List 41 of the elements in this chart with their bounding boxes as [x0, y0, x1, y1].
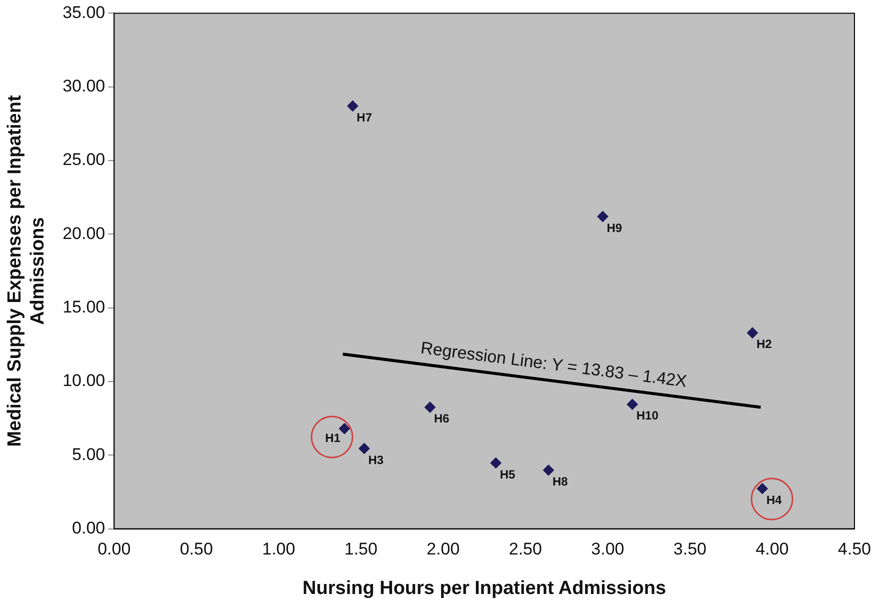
x-tick-label: 0.00: [98, 540, 131, 559]
x-tick-label: 3.00: [591, 540, 624, 559]
x-tick-label: 1.50: [344, 540, 378, 559]
x-tick-label: 4.50: [838, 540, 872, 559]
point: [358, 443, 370, 454]
annotation: H7: [356, 110, 372, 124]
x-tick-label: 4.00: [756, 540, 789, 559]
annotation: H6: [434, 412, 450, 426]
y-tick-label: 5.00: [72, 444, 106, 464]
annotation: H2: [756, 337, 772, 352]
point: [490, 457, 502, 468]
point: [424, 402, 436, 413]
y-tick-label: 15.00: [62, 298, 106, 317]
point: [746, 327, 758, 338]
point: [597, 210, 608, 222]
annotation: H3: [368, 452, 384, 467]
x-tick-label: 1.00: [262, 540, 296, 559]
y-tick-label: 30.00: [62, 76, 106, 96]
y-tick-label: 10.00: [62, 371, 106, 390]
point: [347, 100, 358, 112]
x-axis-title: Nursing Hours per Inpatient Admissions: [302, 578, 666, 599]
x-tick-label: 3.50: [673, 540, 706, 559]
x-tick-label: 2.50: [508, 540, 542, 559]
point: [338, 423, 350, 434]
point: [542, 464, 554, 476]
y-axis-title: Medical Supply Expenses per Inpatient Admissions: [4, 94, 48, 447]
annotation: H4: [766, 492, 782, 507]
annotation: H1: [325, 430, 341, 445]
x-tick-label: 2.00: [426, 540, 460, 559]
y-tick-label: 25.00: [62, 150, 106, 170]
annotation: H8: [552, 474, 568, 488]
y-tick-label: 35.00: [62, 2, 106, 22]
point: [626, 398, 638, 410]
point: [756, 483, 768, 494]
y-tick-label: 20.00: [62, 224, 106, 243]
annotation: H10: [636, 408, 659, 423]
annotation: Regression Line: Y = 13.83 – 1.42X: [420, 338, 688, 391]
x-tick-label: 0.50: [180, 540, 213, 559]
annotation: H5: [500, 467, 516, 482]
y-tick-label: 0.00: [72, 518, 106, 538]
annotation: H9: [606, 220, 622, 235]
